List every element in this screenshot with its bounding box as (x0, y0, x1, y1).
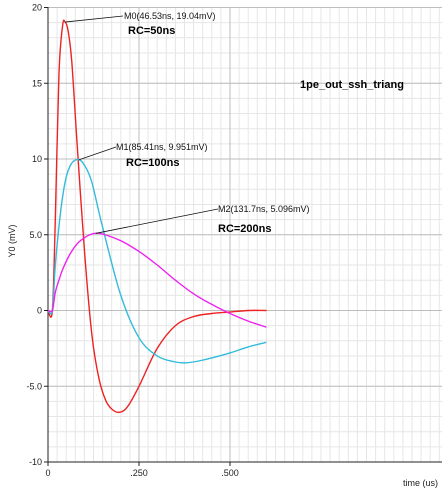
y-tick-label: 0 (37, 306, 42, 316)
rc-label-200ns: RC=200ns (218, 223, 272, 235)
marker-m1-label: M1(85.41ns, 9.951mV) (116, 142, 208, 152)
marker-m0[interactable]: M0(46.53ns, 19.04mV) RC=50ns (64, 11, 216, 37)
x-tick-label: .250 (130, 468, 148, 478)
y-tick-label: 20 (32, 3, 42, 13)
y-tick-label: 5.0 (29, 230, 42, 240)
rc-label-100ns: RC=100ns (126, 157, 180, 169)
y-tick-label: -10 (29, 457, 42, 467)
y-tick-label: 10 (32, 154, 42, 164)
rc-label-50ns: RC=50ns (128, 25, 175, 37)
y-tick-label: -5.0 (26, 381, 42, 391)
x-axis-label: time (us) (403, 478, 438, 488)
y-axis-label: Y0 (mV) (7, 224, 17, 257)
marker-m2-leader (95, 208, 219, 234)
series-rc-50ns-line (48, 19, 267, 414)
series-rc-100ns-line (48, 158, 267, 364)
marker-m2-label: M2(131.7ns, 5.096mV) (218, 204, 310, 214)
y-tick-label: 15 (32, 78, 42, 88)
x-tick-label: 0 (45, 468, 50, 478)
marker-m0-leader (64, 15, 124, 23)
y-tick-labels: -10 -5.0 0 5.0 10 15 20 (26, 3, 48, 467)
marker-m0-label: M0(46.53ns, 19.04mV) (124, 11, 216, 21)
marker-m1-leader (78, 146, 117, 161)
marker-m1[interactable]: M1(85.41ns, 9.951mV) RC=100ns (78, 142, 208, 169)
waveform-name-annotation: 1pe_out_ssh_triang (300, 79, 404, 91)
marker-m2[interactable]: M2(131.7ns, 5.096mV) RC=200ns (95, 204, 310, 235)
x-tick-labels: 0 .250 .500 (45, 462, 239, 478)
x-tick-label: .500 (221, 468, 239, 478)
